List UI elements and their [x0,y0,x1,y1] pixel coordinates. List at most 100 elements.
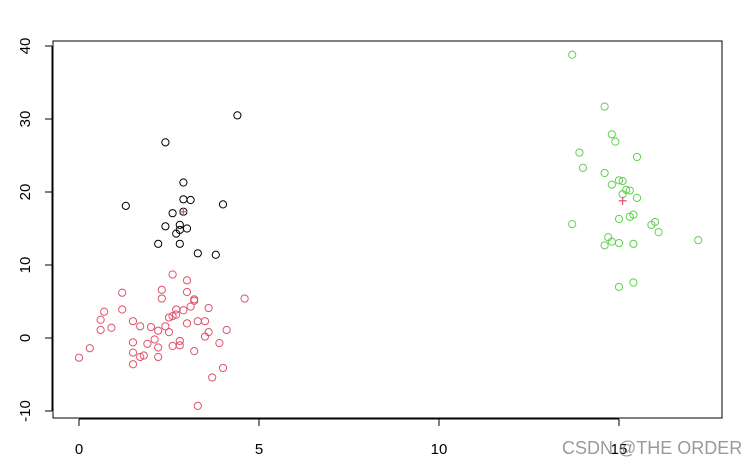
data-point [128,317,138,326]
data-point [182,276,192,285]
data-point [600,102,609,111]
x-tick-label: 5 [255,441,263,458]
centroid-marker [179,207,188,216]
data-point [161,322,170,331]
data-point [157,285,166,294]
data-point [161,222,170,231]
x-tick-label: 0 [75,441,83,458]
data-point [96,315,105,324]
data-point [172,229,181,238]
data-point [614,282,624,291]
x-tick-label: 15 [611,441,628,458]
data-point [143,339,152,348]
data-point [168,270,177,279]
data-point [632,193,642,202]
data-point [650,217,660,227]
data-point [629,239,638,248]
data-point [175,341,184,350]
data-point [625,186,634,195]
y-tick-label: 30 [17,111,34,128]
data-point [614,176,624,185]
data-point [74,353,84,362]
y-tick-label: 40 [17,38,34,55]
data-point [154,239,163,248]
y-tick-label: 10 [17,257,34,274]
data-point [85,344,94,353]
data-point [182,287,192,297]
data-point [625,212,634,221]
data-point [164,313,174,322]
data-point [128,338,138,347]
data-point [240,294,249,303]
data-point [578,163,588,173]
data-point [175,239,184,248]
data-point [168,312,177,321]
data-point [100,307,109,316]
data-point [568,50,577,59]
data-point [568,220,577,229]
data-point [575,148,584,157]
data-point [629,278,638,287]
data-point [614,239,624,248]
data-point [193,249,202,258]
data-point [600,241,609,250]
data-point [121,201,130,210]
data-point [168,341,177,351]
data-point [218,200,228,209]
data-point [694,236,703,245]
data-point [146,322,156,332]
data-point [218,363,228,373]
data-point [193,317,202,326]
data-point [186,195,195,205]
data-point [182,319,192,328]
data-point [190,295,199,304]
data-point [611,137,620,146]
y-tick-label: -10 [17,400,34,422]
data-point [179,178,188,187]
data-points [74,50,703,410]
data-point [161,138,170,147]
data-point [168,209,177,218]
data-point [157,294,166,303]
data-point [175,220,184,229]
data-point [632,152,642,162]
data-point [600,168,609,178]
data-point [222,325,231,335]
data-point [179,195,188,204]
plot-box [52,40,723,419]
data-point [186,302,195,311]
data-point [215,339,224,348]
data-point [190,347,199,356]
watermark-text: CSDN @THE ORDER [562,438,743,458]
data-point [204,328,213,337]
data-point [164,328,174,337]
data-point [618,176,627,186]
data-point [182,224,192,233]
data-point [204,303,213,313]
data-point [208,373,217,382]
data-point [107,323,116,332]
data-point [179,306,188,315]
centroid-marker [618,196,627,205]
data-point [172,305,181,314]
data-point [607,130,616,139]
data-point [172,310,181,319]
data-point [175,336,184,346]
data-point [128,360,138,369]
data-point [200,317,210,326]
data-point [96,325,105,335]
data-point [154,326,163,335]
x-tick-label: 10 [431,441,448,458]
data-point [211,250,220,259]
y-tick-label: 0 [17,334,34,342]
data-point [128,348,138,357]
data-point [154,352,163,362]
data-point [654,228,663,237]
data-point [118,288,127,297]
y-tick-label: 20 [17,184,34,201]
data-point [607,180,616,189]
x-axis: 0 5 10 15 [75,418,628,458]
data-point [139,351,148,360]
data-point [136,352,145,362]
